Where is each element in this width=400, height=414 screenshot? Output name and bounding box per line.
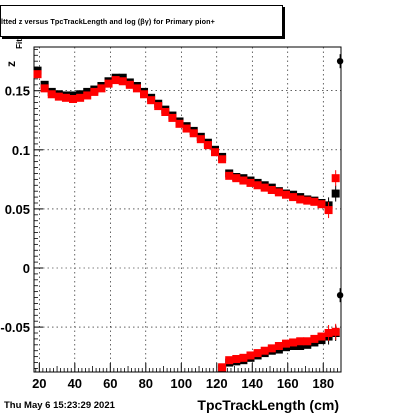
- data-point: [303, 337, 312, 346]
- data-point: [83, 91, 92, 100]
- data-point: [246, 178, 255, 187]
- data-point: [218, 363, 227, 372]
- x-axis-title: TpcTrackLength (cm): [197, 397, 339, 413]
- grid-layer: [34, 47, 341, 372]
- data-point: [69, 95, 78, 103]
- plot-frame: [33, 46, 342, 373]
- x-tick-label: 20: [32, 376, 46, 391]
- data-point: [232, 355, 241, 363]
- data-point: [296, 337, 305, 346]
- data-point: [76, 93, 85, 102]
- y-tick-label: 0.1: [12, 143, 30, 158]
- data-point: [118, 77, 127, 86]
- data-point: [97, 84, 106, 93]
- x-tick-label: 160: [277, 376, 299, 391]
- data-point: [331, 174, 340, 183]
- data-point: [132, 84, 141, 93]
- data-point: [218, 155, 227, 164]
- data-point: [161, 108, 170, 116]
- data-point: [336, 57, 344, 65]
- data-point: [140, 90, 149, 99]
- x-tick-label: 60: [103, 376, 117, 391]
- data-point: [125, 80, 134, 89]
- x-tick-label: 120: [206, 376, 228, 391]
- data-point: [253, 349, 262, 358]
- y-axis-label-subscript: Fit: [15, 39, 24, 49]
- data-point: [232, 174, 241, 183]
- data-point: [336, 291, 344, 299]
- data-point: [289, 338, 298, 347]
- data-point: [253, 181, 262, 190]
- x-tick-label: 40: [68, 376, 82, 391]
- data-point: [310, 197, 319, 206]
- data-point: [246, 351, 255, 360]
- plot-border: [33, 46, 342, 373]
- x-tick-label: 180: [312, 376, 334, 391]
- timestamp: Thu May 6 15:23:29 2021: [4, 400, 115, 411]
- data-point: [296, 342, 305, 350]
- data-point: [182, 124, 191, 133]
- data-point: [317, 200, 326, 209]
- data-point: [168, 113, 177, 122]
- y-tick-label: 0.05: [5, 202, 30, 217]
- data-point: [296, 195, 305, 204]
- data-point: [267, 186, 276, 194]
- data-point: [281, 190, 290, 199]
- data-point: [274, 342, 283, 350]
- data-point: [203, 141, 212, 150]
- data-point: [324, 329, 333, 337]
- y-tick-label: 0: [23, 261, 30, 276]
- series-0: [33, 66, 340, 214]
- data-point: [147, 96, 156, 105]
- data-point: [331, 327, 340, 336]
- data-point: [324, 206, 333, 215]
- axis-ticks: 20 40 60 80 100 120 140 160 180 -0.05 0 0.05 0.1 0.15: [0, 48, 342, 391]
- y-tick-label: 0.15: [5, 84, 30, 99]
- data-point: [175, 119, 184, 128]
- y-axis-label: z: [4, 61, 18, 67]
- data-point: [225, 171, 234, 180]
- data-point: [104, 79, 113, 88]
- data-point: [239, 353, 248, 362]
- data-point: [40, 84, 49, 93]
- data-layer: [33, 54, 344, 373]
- data-point: [111, 76, 120, 85]
- data-point: [33, 70, 42, 79]
- data-point: [317, 332, 326, 341]
- data-point: [61, 93, 70, 102]
- data-point: [331, 189, 340, 198]
- x-tick-label: 80: [139, 376, 153, 391]
- data-point: [47, 90, 56, 99]
- data-point: [54, 92, 63, 101]
- data-point: [267, 344, 276, 353]
- data-point: [310, 334, 319, 343]
- data-point: [303, 196, 312, 205]
- data-point: [289, 193, 298, 202]
- x-tick-label: 100: [170, 376, 192, 391]
- series-3: [218, 323, 340, 372]
- y-tick-label: -0.05: [0, 320, 30, 335]
- series-4: [336, 54, 344, 303]
- data-point: [274, 188, 283, 197]
- data-point: [154, 102, 163, 111]
- data-point: [189, 129, 198, 138]
- data-point: [225, 356, 234, 365]
- data-point: [260, 346, 269, 355]
- title-box: ltted z versus TpcTrackLength and log (β…: [0, 5, 283, 37]
- data-point: [211, 148, 220, 157]
- chart-title: ltted z versus TpcTrackLength and log (β…: [1, 17, 215, 26]
- data-point: [260, 183, 269, 192]
- data-point: [196, 135, 205, 144]
- series-2: [33, 70, 340, 219]
- data-point: [281, 339, 290, 348]
- data-point: [90, 87, 99, 96]
- x-tick-label: 140: [241, 376, 263, 391]
- data-point: [239, 176, 248, 185]
